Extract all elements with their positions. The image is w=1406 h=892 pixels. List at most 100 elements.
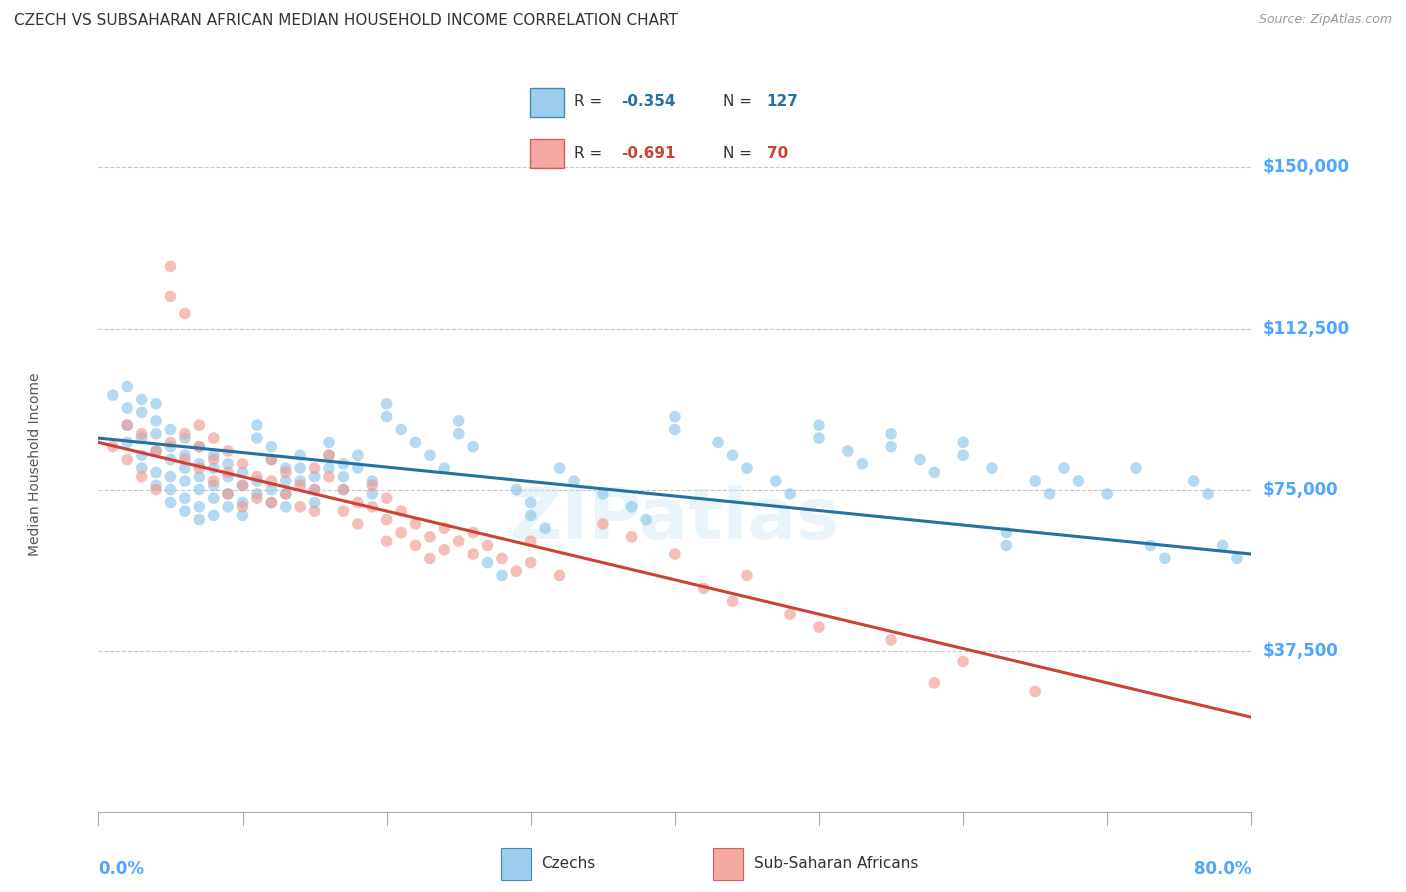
Point (461, 440, 484, 454)
Point (174, 461, 197, 475)
Point (290, 478, 312, 492)
Point (592, 487, 614, 501)
Point (131, 448, 153, 462)
Point (447, 414, 470, 428)
Point (274, 466, 297, 480)
Point (1197, 487, 1219, 501)
Point (361, 500, 384, 514)
Point (304, 461, 326, 475)
Point (735, 568, 758, 582)
Point (318, 448, 340, 462)
Point (562, 474, 585, 488)
Text: N =: N = (723, 95, 756, 110)
Point (274, 487, 297, 501)
Point (145, 444, 167, 458)
Text: N =: N = (723, 145, 756, 161)
Text: CZECH VS SUBSAHARAN AFRICAN MEDIAN HOUSEHOLD INCOME CORRELATION CHART: CZECH VS SUBSAHARAN AFRICAN MEDIAN HOUSE… (14, 13, 678, 29)
Text: R =: R = (574, 95, 607, 110)
Point (332, 457, 354, 471)
Point (159, 289, 181, 303)
Point (447, 426, 470, 441)
Point (304, 483, 326, 497)
Point (520, 556, 543, 570)
Point (922, 466, 945, 480)
Point (332, 469, 354, 483)
Point (779, 487, 801, 501)
Point (202, 491, 225, 506)
Point (880, 426, 903, 441)
Point (491, 568, 513, 582)
Point (664, 547, 686, 561)
Point (202, 478, 225, 492)
Point (837, 444, 859, 458)
Point (217, 469, 239, 483)
Point (332, 504, 354, 518)
Point (721, 448, 744, 462)
Point (217, 487, 239, 501)
Text: $112,500: $112,500 (1263, 319, 1350, 337)
Point (145, 444, 167, 458)
Point (346, 461, 368, 475)
Point (231, 466, 254, 480)
Point (520, 495, 543, 509)
Point (188, 513, 211, 527)
Point (202, 474, 225, 488)
Point (908, 452, 931, 467)
Point (419, 551, 441, 566)
Point (202, 431, 225, 445)
Point (260, 452, 283, 467)
Point (332, 483, 354, 497)
Point (101, 388, 124, 402)
Text: 0.0%: 0.0% (98, 861, 145, 879)
Point (174, 504, 197, 518)
Point (117, 418, 138, 433)
Point (721, 594, 744, 608)
Point (433, 542, 456, 557)
Point (188, 440, 211, 454)
Point (346, 448, 368, 462)
Point (290, 461, 312, 475)
Point (375, 397, 398, 411)
FancyBboxPatch shape (713, 848, 744, 880)
Point (981, 461, 1004, 475)
Point (131, 469, 153, 483)
Point (520, 508, 543, 523)
Point (389, 525, 412, 540)
Point (246, 418, 269, 433)
Point (534, 521, 557, 535)
Point (461, 525, 484, 540)
Point (807, 418, 830, 433)
Point (145, 466, 167, 480)
Point (952, 654, 974, 668)
Point (707, 435, 730, 450)
Point (188, 457, 211, 471)
Text: -0.354: -0.354 (621, 95, 676, 110)
Point (735, 461, 758, 475)
Point (520, 534, 543, 549)
Point (304, 483, 326, 497)
Point (620, 530, 643, 544)
Point (117, 401, 138, 415)
Point (477, 556, 499, 570)
Point (304, 495, 326, 509)
Point (159, 260, 181, 274)
Point (246, 491, 269, 506)
Text: Czechs: Czechs (541, 855, 595, 871)
Point (260, 452, 283, 467)
Point (174, 306, 197, 320)
Point (274, 487, 297, 501)
Point (174, 431, 197, 445)
Point (131, 426, 153, 441)
Point (433, 521, 456, 535)
Point (922, 676, 945, 690)
Point (1153, 551, 1175, 566)
Point (174, 452, 197, 467)
Text: $37,500: $37,500 (1263, 641, 1339, 660)
Text: R =: R = (574, 145, 607, 161)
Point (174, 474, 197, 488)
Point (231, 478, 254, 492)
Point (117, 418, 138, 433)
Point (260, 483, 283, 497)
Point (246, 431, 269, 445)
Point (1097, 487, 1119, 501)
